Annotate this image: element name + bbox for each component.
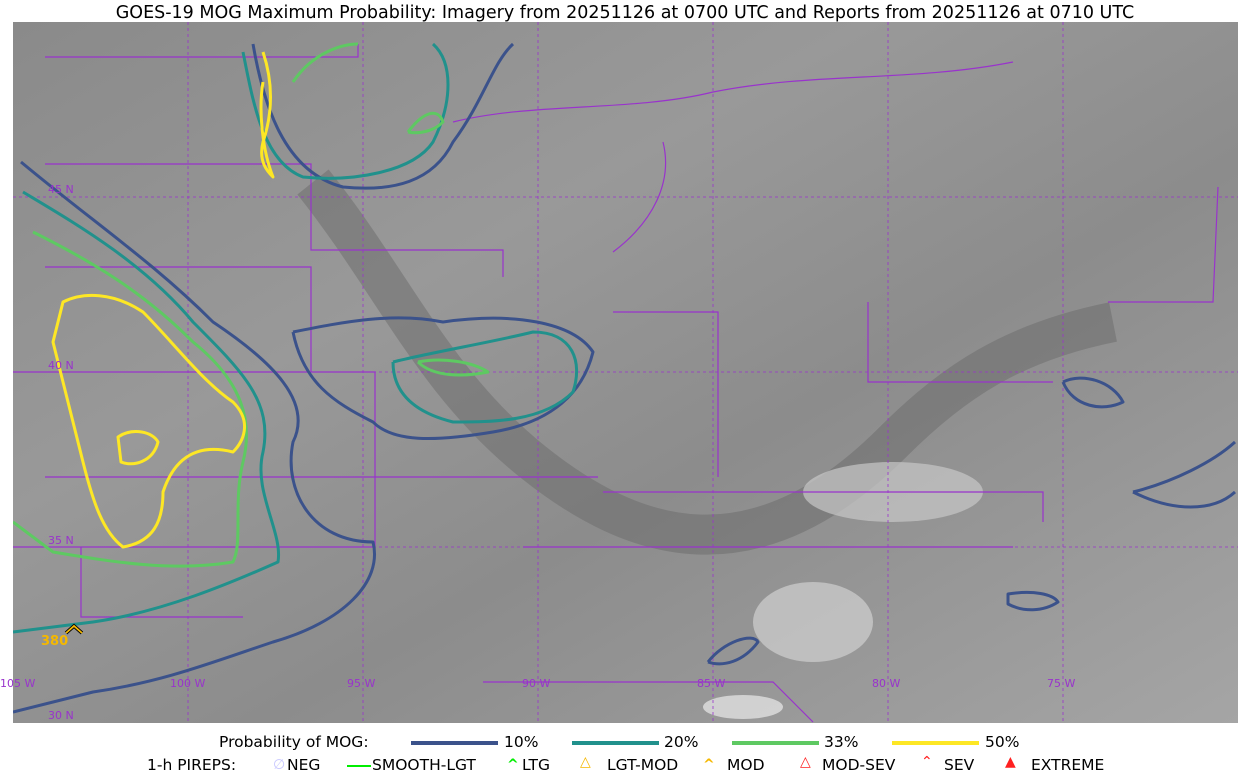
contour-33 [291,42,445,135]
legend-label: 20% [664,733,699,751]
line-icon [347,765,371,767]
legend-label: 50% [985,733,1020,751]
legend-label: SMOOTH-LGT [372,756,476,774]
lat-label: 30 N [48,709,74,722]
contour-33 [416,358,490,377]
lon-label: 80 W [872,677,901,690]
bright-cloud [753,582,873,662]
pirep-legend-title: 1-h PIREPS: [147,756,237,774]
lat-label: 35 N [48,534,74,547]
lon-label: 100 W [170,677,206,690]
chart-title: GOES-19 MOG Maximum Probability: Imagery… [115,3,1135,23]
contour-20 [12,190,281,634]
contour-10 [706,636,760,666]
legend-label: EXTREME [1031,756,1105,774]
double-caret-bar-icon: △ [800,754,811,770]
contour-10 [1132,440,1237,509]
neg-circle-icon: ∅ [273,757,286,773]
swatch-50 [892,741,979,745]
lon-label: 75 W [1047,677,1076,690]
swatch-10 [411,741,498,745]
pirep-mod-icon[interactable] [64,623,84,635]
lon-label: 105 W [0,677,36,690]
satellite-map: 45 N 40 N 35 N 30 N 105 W 100 W 95 W 90 … [0,22,1238,723]
contour-10 [1061,376,1125,409]
legend-label: LTG [522,756,550,774]
double-caret-icon: ⌃ [921,754,933,770]
lon-label: 95 W [347,677,376,690]
contour-10 [1006,590,1060,612]
bright-cloud [703,695,783,719]
contour-50 [259,51,275,179]
caret-bar-icon: △ [580,754,591,770]
contour-50 [51,293,247,549]
map-canvas [12,22,1238,723]
probability-legend-title: Probability of MOG: [219,733,369,751]
swatch-33 [732,741,819,745]
pirep-altitude-label: 380 [41,634,69,649]
legend-label: 33% [824,733,859,751]
swatch-20 [572,741,659,745]
legend-label: MOD [727,756,765,774]
contour-20 [391,330,579,424]
contour-10 [251,42,515,190]
lat-label: 40 N [48,359,74,372]
legend-label: NEG [287,756,321,774]
contour-10 [12,160,376,714]
filled-triangle-icon: ▲ [1005,754,1016,770]
dark-band [297,169,1117,555]
caret-icon: ^ [703,757,715,773]
legend-label: MOD-SEV [822,756,896,774]
lat-label: 45 N [48,183,74,196]
contour-33 [12,230,248,568]
caret-icon: ^ [507,757,519,773]
lon-label: 90 W [522,677,551,690]
legend-label: SEV [944,756,975,774]
contour-50 [116,430,160,466]
lon-label: 85 W [697,677,726,690]
legend-label: LGT-MOD [607,756,679,774]
mog-contours [12,42,1237,714]
legend-label: 10% [504,733,539,751]
